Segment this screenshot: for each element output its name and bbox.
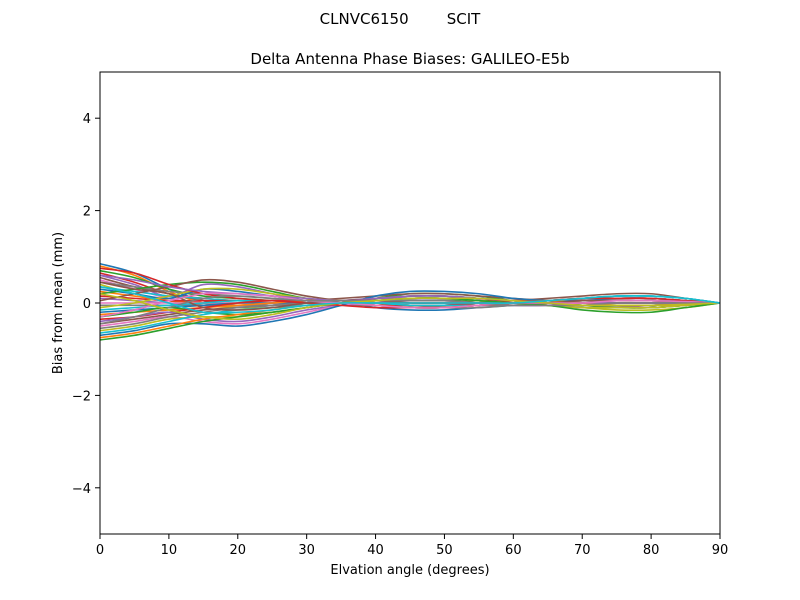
y-tick-label: 4 bbox=[83, 112, 91, 127]
x-axis-label: Elvation angle (degrees) bbox=[330, 563, 489, 578]
y-tick-label: 0 bbox=[83, 297, 91, 312]
y-axis-label: Bias from mean (mm) bbox=[51, 232, 66, 374]
x-tick-label: 90 bbox=[712, 543, 729, 558]
x-tick-label: 10 bbox=[161, 543, 178, 558]
x-tick-label: 20 bbox=[230, 543, 247, 558]
x-tick-label: 80 bbox=[643, 543, 660, 558]
y-tick-label: −2 bbox=[72, 389, 91, 404]
y-tick-label: −4 bbox=[72, 482, 91, 497]
y-tick-label: 2 bbox=[83, 205, 91, 220]
chart-title: Delta Antenna Phase Biases: GALILEO-E5b bbox=[250, 50, 569, 68]
x-tick-label: 40 bbox=[367, 543, 384, 558]
series-line-40 bbox=[100, 286, 720, 314]
x-tick-label: 60 bbox=[505, 543, 522, 558]
series-layer bbox=[100, 262, 720, 341]
x-tick-label: 50 bbox=[436, 543, 453, 558]
y-axis: −4 −2 0 2 4 bbox=[72, 112, 100, 497]
x-axis: 0 10 20 30 40 50 60 70 80 90 bbox=[96, 534, 728, 558]
chart-suptitle: CLNVC6150 SCIT bbox=[320, 10, 482, 28]
x-tick-label: 0 bbox=[96, 543, 104, 558]
series-line-37 bbox=[100, 292, 720, 318]
x-tick-label: 30 bbox=[298, 543, 315, 558]
series-line-39 bbox=[100, 292, 720, 321]
series-line-38 bbox=[100, 295, 720, 325]
plot-area bbox=[99, 71, 721, 535]
x-tick-label: 70 bbox=[574, 543, 591, 558]
